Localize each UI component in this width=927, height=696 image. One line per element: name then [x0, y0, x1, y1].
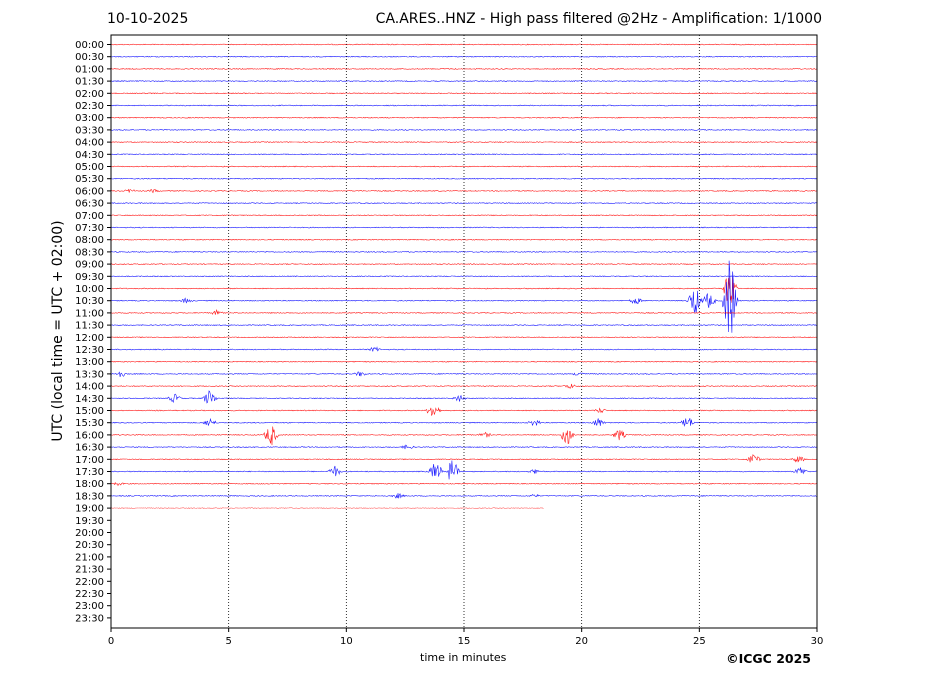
- trace-0530: [110, 177, 817, 180]
- trace-1430: [110, 390, 817, 404]
- trace-1600: [110, 426, 817, 446]
- trace-0900: [110, 263, 817, 265]
- y-tick-label: 02:30: [75, 101, 104, 112]
- y-tick-label: 13:00: [75, 357, 104, 368]
- y-tick-label: 18:30: [75, 491, 104, 502]
- y-tick-label: 00:30: [75, 52, 104, 63]
- trace-1130: [110, 324, 817, 326]
- y-tick-label: 14:30: [75, 394, 104, 405]
- trace-1530: [110, 417, 817, 427]
- x-tick-label: 20: [575, 636, 588, 647]
- y-tick-label: 06:30: [75, 199, 104, 210]
- trace-0300: [110, 116, 817, 119]
- y-tick-label: 07:00: [75, 211, 104, 222]
- x-tick-label: 5: [225, 636, 231, 647]
- y-tick-label: 23:00: [75, 601, 104, 612]
- x-axis-label: time in minutes: [420, 651, 507, 664]
- y-tick-label: 16:30: [75, 443, 104, 454]
- trace-1230: [110, 346, 817, 352]
- y-tick-label: 11:00: [75, 308, 104, 319]
- trace-0930: [110, 275, 817, 278]
- x-tick-label: 15: [458, 636, 471, 647]
- y-tick-label: 21:00: [75, 552, 104, 563]
- trace-1000: [110, 277, 817, 303]
- trace-0100: [110, 68, 817, 70]
- y-tick-label: 17:00: [75, 455, 104, 466]
- y-tick-label: 11:30: [75, 321, 104, 332]
- trace-1330: [110, 371, 817, 377]
- trace-0600: [110, 188, 817, 194]
- y-tick-label: 01:00: [75, 64, 104, 75]
- y-tick-label: 23:30: [75, 613, 104, 624]
- y-tick-label: 05:00: [75, 162, 104, 173]
- y-tick-label: 00:00: [75, 40, 104, 51]
- trace-0430: [110, 153, 817, 156]
- y-tick-label: 10:00: [75, 284, 104, 295]
- trace-0630: [110, 202, 817, 204]
- y-tick-label: 18:00: [75, 479, 104, 490]
- trace-0730: [110, 226, 817, 229]
- x-tick-label: 25: [693, 636, 706, 647]
- y-tick-label: 20:00: [75, 528, 104, 539]
- y-tick-label: 21:30: [75, 565, 104, 576]
- y-tick-label: 05:30: [75, 174, 104, 185]
- y-axis-label: UTC (local time = UTC + 02:00): [50, 220, 66, 442]
- y-tick-label: 04:30: [75, 150, 104, 161]
- trace-0230: [110, 104, 817, 107]
- trace-0000: [110, 43, 817, 46]
- y-tick-label: 17:30: [75, 467, 104, 478]
- y-tick-label: 08:00: [75, 235, 104, 246]
- y-tick-label: 09:30: [75, 272, 104, 283]
- x-tick-label: 0: [108, 636, 114, 647]
- y-tick-label: 12:30: [75, 345, 104, 356]
- y-tick-label: 02:00: [75, 89, 104, 100]
- y-tick-label: 06:00: [75, 186, 104, 197]
- y-tick-label: 12:00: [75, 333, 104, 344]
- trace-0830: [110, 251, 817, 253]
- trace-1730: [110, 460, 817, 480]
- trace-1630: [110, 444, 817, 450]
- copyright-label: ©ICGC 2025: [726, 651, 811, 666]
- trace-1800: [110, 481, 817, 487]
- y-tick-label: 13:30: [75, 369, 104, 380]
- y-tick-label: 03:30: [75, 125, 104, 136]
- y-tick-label: 07:30: [75, 223, 104, 234]
- y-tick-label: 22:00: [75, 577, 104, 588]
- trace-0400: [110, 141, 817, 143]
- y-tick-label: 20:30: [75, 540, 104, 551]
- trace-1030: [110, 260, 817, 333]
- x-tick-label: 10: [340, 636, 353, 647]
- y-tick-label: 16:00: [75, 430, 104, 441]
- chart-title: CA.ARES..HNZ - High pass filtered @2Hz -…: [375, 11, 822, 27]
- y-tick-label: 09:00: [75, 260, 104, 271]
- y-tick-label: 22:30: [75, 589, 104, 600]
- trace-0330: [110, 128, 817, 131]
- y-tick-label: 15:30: [75, 418, 104, 429]
- trace-0200: [110, 92, 817, 95]
- y-tick-label: 19:30: [75, 516, 104, 527]
- trace-0030: [110, 55, 817, 58]
- trace-0500: [110, 165, 817, 168]
- trace-1400: [110, 383, 817, 389]
- y-tick-label: 14:00: [75, 382, 104, 393]
- x-tick-label: 30: [811, 636, 824, 647]
- trace-1300: [110, 360, 817, 363]
- y-tick-label: 15:00: [75, 406, 104, 417]
- trace-1830: [110, 493, 817, 499]
- trace-1900: [110, 507, 544, 510]
- y-tick-label: 01:30: [75, 77, 104, 88]
- trace-1200: [110, 336, 817, 339]
- y-tick-label: 04:00: [75, 138, 104, 149]
- y-tick-label: 10:30: [75, 296, 104, 307]
- trace-1700: [110, 454, 817, 463]
- y-tick-label: 19:00: [75, 504, 104, 515]
- trace-1500: [110, 407, 817, 416]
- y-tick-label: 03:00: [75, 113, 104, 124]
- y-tick-label: 08:30: [75, 247, 104, 258]
- trace-0700: [110, 214, 817, 217]
- date-label: 10-10-2025: [107, 11, 189, 27]
- trace-1100: [110, 308, 817, 315]
